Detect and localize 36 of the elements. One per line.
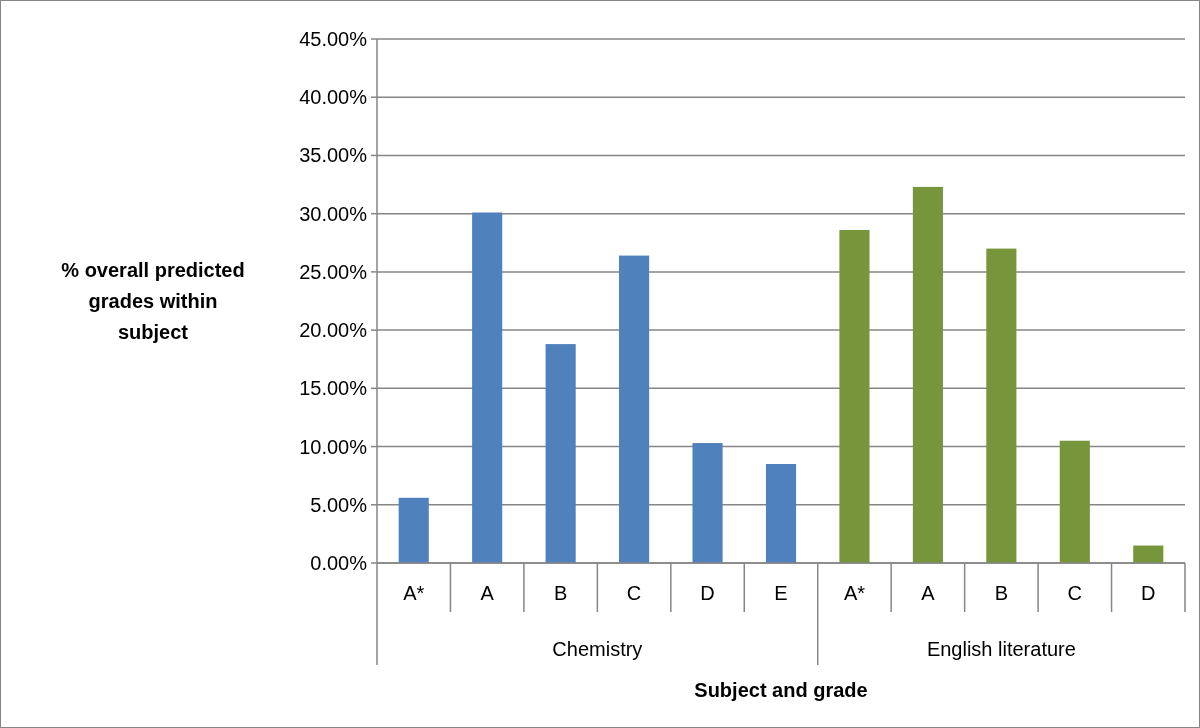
y-tick-label: 5.00%: [310, 493, 368, 516]
bar: [839, 229, 870, 563]
bar: [692, 443, 723, 563]
y-axis-title: % overall predicted grades within subject: [61, 259, 245, 343]
bar: [1059, 440, 1090, 563]
y-tick-label: 40.00%: [299, 86, 368, 109]
y-tick-label: 10.00%: [299, 435, 368, 458]
bar: [398, 497, 429, 563]
x-tick-label: B: [994, 582, 1009, 604]
y-tick-label: 25.00%: [299, 260, 368, 283]
bar: [912, 186, 943, 563]
bar: [986, 248, 1017, 563]
y-tick-label: 0.00%: [310, 552, 368, 574]
y-tick-label: 20.00%: [299, 319, 368, 342]
x-tick-label: E: [774, 582, 788, 604]
x-axis-title: Subject and grade: [694, 679, 868, 701]
text: English literature: [926, 638, 1076, 660]
x-tick-label: A: [921, 582, 936, 604]
bar: [472, 212, 503, 563]
x-tick-label: D: [1141, 582, 1156, 604]
bar: [1133, 545, 1164, 563]
x-tick-label: A*: [403, 582, 425, 604]
x-tick-label: D: [700, 582, 715, 604]
text: Chemistry: [552, 638, 643, 660]
x-tick-label: C: [1067, 582, 1083, 604]
x-tick-label: A: [480, 582, 495, 604]
y-tick-label: 45.00%: [299, 28, 368, 50]
bar: [545, 344, 576, 563]
x-tick-label: A*: [843, 582, 866, 604]
x-tick-label: B: [553, 582, 568, 604]
y-tick-label: 30.00%: [299, 202, 368, 225]
y-tick-label: 15.00%: [299, 377, 368, 400]
bar: [765, 464, 797, 563]
bar: [619, 255, 650, 563]
y-tick-label: 35.00%: [299, 144, 368, 167]
x-tick-label: C: [626, 582, 642, 604]
